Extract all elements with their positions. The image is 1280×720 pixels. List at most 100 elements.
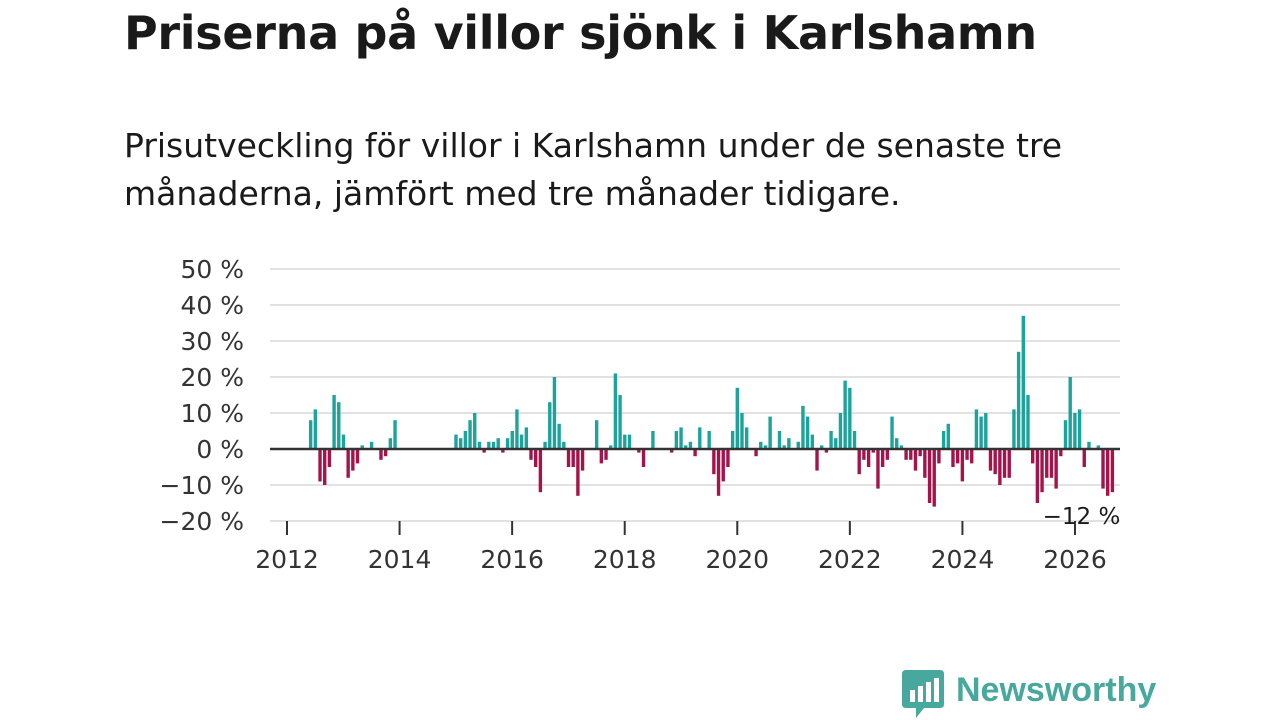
bar — [984, 413, 988, 449]
bar — [562, 441, 566, 449]
y-tick-label: 40 % — [180, 291, 244, 320]
bar — [805, 416, 810, 449]
bar — [473, 413, 477, 449]
bar-chart-speech-bubble-icon — [902, 670, 944, 718]
y-tick-label: 10 % — [180, 399, 244, 428]
bar — [1012, 409, 1016, 449]
bar — [1016, 351, 1021, 449]
bar — [951, 449, 955, 467]
bar — [688, 441, 693, 449]
y-tick-label: 20 % — [180, 363, 244, 392]
bar — [477, 441, 482, 449]
bar — [308, 420, 313, 449]
y-tick-label: −20 % — [160, 507, 244, 536]
bar — [327, 449, 332, 467]
bar — [323, 449, 327, 485]
bar — [918, 449, 922, 457]
bar — [1063, 420, 1068, 449]
bar — [1007, 449, 1011, 478]
bar — [993, 449, 997, 475]
bar — [641, 449, 646, 467]
bar — [726, 449, 730, 467]
bar — [1073, 413, 1077, 449]
bar — [1082, 449, 1086, 467]
bar — [482, 449, 486, 453]
bar — [388, 438, 393, 449]
bar — [937, 449, 941, 464]
bar — [1031, 449, 1035, 464]
bar — [496, 438, 500, 449]
bar — [487, 441, 491, 449]
bar — [674, 431, 679, 449]
bar — [716, 449, 721, 496]
x-tick-label: 2012 — [255, 545, 319, 574]
bar — [519, 434, 524, 449]
bar — [351, 449, 355, 471]
bar — [787, 438, 791, 449]
bar — [651, 431, 655, 449]
bar — [1110, 449, 1115, 493]
bar — [862, 449, 866, 460]
bar — [909, 449, 913, 460]
bar — [548, 402, 552, 449]
bar — [627, 434, 632, 449]
bar — [1101, 449, 1105, 489]
bar — [552, 377, 557, 449]
bar — [754, 449, 758, 457]
bar — [834, 438, 838, 449]
bar — [857, 449, 861, 475]
bar — [1096, 445, 1101, 449]
x-tick-label: 2016 — [480, 545, 544, 574]
bar — [923, 449, 927, 478]
bar — [852, 431, 857, 449]
bar — [318, 449, 322, 482]
bar — [890, 416, 894, 449]
bar — [458, 438, 463, 449]
bar — [843, 380, 847, 449]
bar — [1087, 441, 1091, 449]
bar — [679, 427, 683, 449]
x-tick-label: 2024 — [931, 545, 995, 574]
bar — [904, 449, 908, 460]
newsworthy-logo: Newsworthy — [902, 670, 1156, 720]
bar — [1035, 449, 1040, 503]
x-tick-label: 2014 — [368, 545, 432, 574]
bar — [698, 427, 702, 449]
bar — [637, 449, 641, 453]
bar — [740, 413, 744, 449]
bar — [669, 449, 674, 453]
bar — [379, 449, 383, 460]
bar — [932, 449, 936, 507]
bar — [538, 449, 543, 493]
bar — [369, 441, 374, 449]
x-tick-label: 2026 — [1043, 545, 1107, 574]
bar — [346, 449, 350, 478]
bar — [796, 441, 800, 449]
bar — [820, 445, 824, 449]
bar — [524, 427, 529, 449]
bar — [899, 445, 904, 449]
bar — [623, 434, 627, 449]
bar — [712, 449, 716, 475]
bar — [810, 434, 815, 449]
bar — [501, 449, 505, 453]
x-tick-label: 2018 — [593, 545, 657, 574]
bar — [941, 431, 946, 449]
bar — [1059, 449, 1063, 457]
bar — [768, 416, 772, 449]
bar — [970, 449, 974, 464]
bar — [848, 387, 852, 449]
brand-name: Newsworthy — [956, 671, 1157, 709]
bar — [576, 449, 580, 496]
bar — [721, 449, 725, 482]
y-tick-label: 50 % — [180, 255, 244, 284]
bar — [965, 449, 969, 460]
bar — [1040, 449, 1044, 493]
bar — [613, 373, 618, 449]
bar — [1021, 315, 1025, 449]
bar — [566, 449, 571, 467]
bar — [730, 431, 735, 449]
bar — [543, 441, 547, 449]
bar — [782, 445, 786, 449]
